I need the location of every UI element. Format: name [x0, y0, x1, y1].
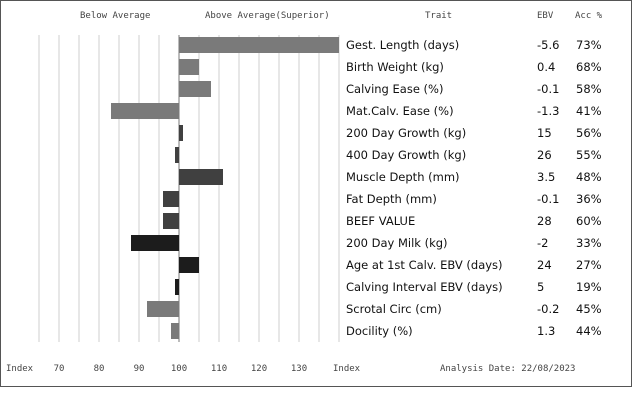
bar-12 — [147, 301, 179, 317]
acc-value: 68% — [576, 60, 602, 74]
trait-label: 400 Day Growth (kg) — [346, 148, 467, 162]
ebv-value: 3.5 — [537, 170, 556, 184]
acc-value: 55% — [576, 148, 602, 162]
acc-value: 36% — [576, 192, 602, 206]
acc-value: 56% — [576, 126, 602, 140]
ebv-value: 24 — [537, 258, 552, 272]
ebv-value: -2 — [537, 236, 549, 250]
trait-label: Mat.Calv. Ease (%) — [346, 104, 454, 118]
trait-label: Calving Interval EBV (days) — [346, 280, 503, 294]
acc-value: 27% — [576, 258, 602, 272]
trait-label: 200 Day Milk (kg) — [346, 236, 448, 250]
ebv-value: -0.1 — [537, 82, 560, 96]
acc-header: Acc % — [575, 11, 603, 21]
x-tick-label: 130 — [290, 364, 308, 374]
ebv-value: 5 — [537, 280, 545, 294]
bar-1 — [179, 59, 199, 75]
trait-label: Birth Weight (kg) — [346, 60, 444, 74]
x-tick-label: 80 — [93, 364, 105, 374]
acc-value: 19% — [576, 280, 602, 294]
bar-0 — [179, 37, 339, 53]
ebv-value: 26 — [537, 148, 552, 162]
ebv-value: -0.1 — [537, 192, 560, 206]
trait-label: Docility (%) — [346, 324, 413, 338]
bar-9 — [131, 235, 179, 251]
bar-4 — [179, 125, 183, 141]
x-tick-label: 90 — [133, 364, 145, 374]
bar-6 — [179, 169, 223, 185]
bar-11 — [175, 279, 179, 295]
index-label-left: Index — [6, 364, 34, 374]
trait-label: BEEF VALUE — [346, 214, 416, 228]
acc-value: 45% — [576, 302, 602, 316]
ebv-header: EBV — [537, 11, 554, 21]
trait-header: Trait — [425, 11, 453, 21]
trait-label: Gest. Length (days) — [346, 38, 460, 52]
x-tick-label: 110 — [210, 364, 228, 374]
bar-3 — [111, 103, 179, 119]
analysis-date: Analysis Date: 22/08/2023 — [440, 364, 576, 374]
ebv-value: 15 — [537, 126, 552, 140]
trait-label: Muscle Depth (mm) — [346, 170, 460, 184]
trait-label: Age at 1st Calv. EBV (days) — [346, 258, 503, 272]
trait-label: 200 Day Growth (kg) — [346, 126, 467, 140]
trait-label: Fat Depth (mm) — [346, 192, 437, 206]
trait-label: Calving Ease (%) — [346, 82, 444, 96]
index-label-right: Index — [333, 364, 361, 374]
ebv-value: 1.3 — [537, 324, 556, 338]
x-tick-label: 100 — [170, 364, 188, 374]
acc-value: 33% — [576, 236, 602, 250]
bar-13 — [171, 323, 179, 339]
acc-value: 48% — [576, 170, 602, 184]
bar-5 — [175, 147, 179, 163]
below-average-header: Below Average — [80, 11, 151, 21]
ebv-value: 0.4 — [537, 60, 556, 74]
acc-value: 73% — [576, 38, 602, 52]
acc-value: 60% — [576, 214, 602, 228]
ebv-value: 28 — [537, 214, 552, 228]
acc-value: 58% — [576, 82, 602, 96]
ebv-value: -5.6 — [537, 38, 560, 52]
acc-value: 44% — [576, 324, 602, 338]
x-tick-label: 120 — [250, 364, 268, 374]
trait-label: Scrotal Circ (cm) — [346, 302, 442, 316]
bar-7 — [163, 191, 179, 207]
ebv-value: -1.3 — [537, 104, 560, 118]
above-average-header: Above Average(Superior) — [205, 11, 330, 21]
x-tick-label: 70 — [53, 364, 65, 374]
bar-10 — [179, 257, 199, 273]
acc-value: 41% — [576, 104, 602, 118]
bar-2 — [179, 81, 211, 97]
ebv-value: -0.2 — [537, 302, 560, 316]
bar-8 — [163, 213, 179, 229]
